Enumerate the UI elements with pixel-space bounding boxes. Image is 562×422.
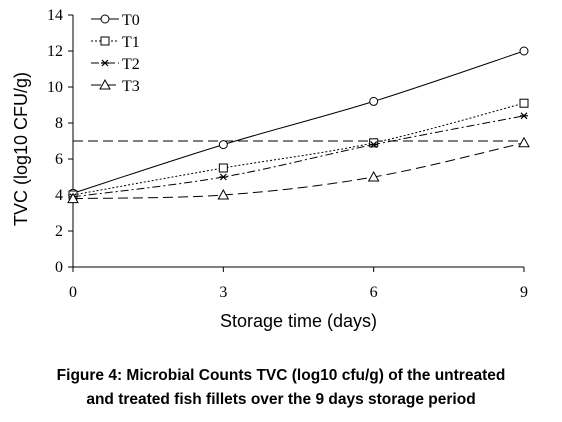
data-point-t0 — [218, 140, 228, 150]
x-tick-label: 9 — [520, 284, 528, 301]
series-line-t3 — [72, 142, 525, 200]
legend-marker-t1 — [100, 36, 110, 46]
caption-line-1: Figure 4: Microbial Counts TVC (log10 cf… — [56, 367, 506, 384]
y-tick-label: 8 — [55, 115, 63, 132]
data-point-t2 — [369, 141, 378, 149]
data-point-t3 — [518, 136, 530, 148]
data-point-t2 — [219, 173, 228, 181]
legend-label-t2: T2 — [122, 56, 140, 73]
legend-label-t3: T3 — [122, 78, 140, 95]
series-line-t1 — [72, 102, 525, 196]
legend-marker-t2 — [101, 59, 109, 67]
data-point-t3 — [67, 192, 79, 204]
y-tick-label: 6 — [55, 151, 63, 168]
y-tick-label: 14 — [47, 7, 63, 24]
legend-label-t1: T1 — [122, 34, 140, 51]
x-tick-label: 6 — [370, 284, 378, 301]
data-point-t3 — [217, 188, 230, 200]
legend-label-t0: T0 — [122, 12, 140, 29]
data-point-t0 — [369, 96, 379, 106]
data-point-t1 — [519, 98, 529, 108]
series-line-t2 — [72, 115, 525, 198]
y-tick-label: 0 — [55, 259, 63, 276]
y-tick-label: 10 — [47, 79, 63, 96]
x-tick-label: 3 — [219, 284, 227, 301]
line-chart: 0 2 4 6 8 10 12 14 0 3 6 9 Storage time (days) TVC (l… — [11, 7, 530, 331]
caption-line-2: and treated fish fillets over the 9 days… — [86, 391, 476, 408]
data-point-t1 — [369, 138, 379, 148]
figure-caption: Figure 4: Microbial Counts TVC (log10 cf… — [0, 364, 562, 412]
data-point-t2 — [520, 112, 528, 120]
data-point-t3 — [367, 170, 380, 182]
legend-marker-t3 — [99, 78, 111, 90]
y-tick-label: 2 — [55, 223, 63, 240]
series-line-t0 — [72, 50, 525, 194]
y-tick-label: 4 — [55, 187, 63, 204]
x-axis-label: Storage time (days) — [220, 311, 377, 331]
y-tick-label: 12 — [47, 43, 63, 60]
y-axis-label: TVC (log10 CFU/g) — [11, 72, 31, 226]
legend-marker-t0 — [100, 14, 110, 24]
data-point-t0 — [519, 46, 529, 56]
x-tick-label: 0 — [69, 284, 77, 301]
data-point-t1 — [218, 163, 228, 173]
